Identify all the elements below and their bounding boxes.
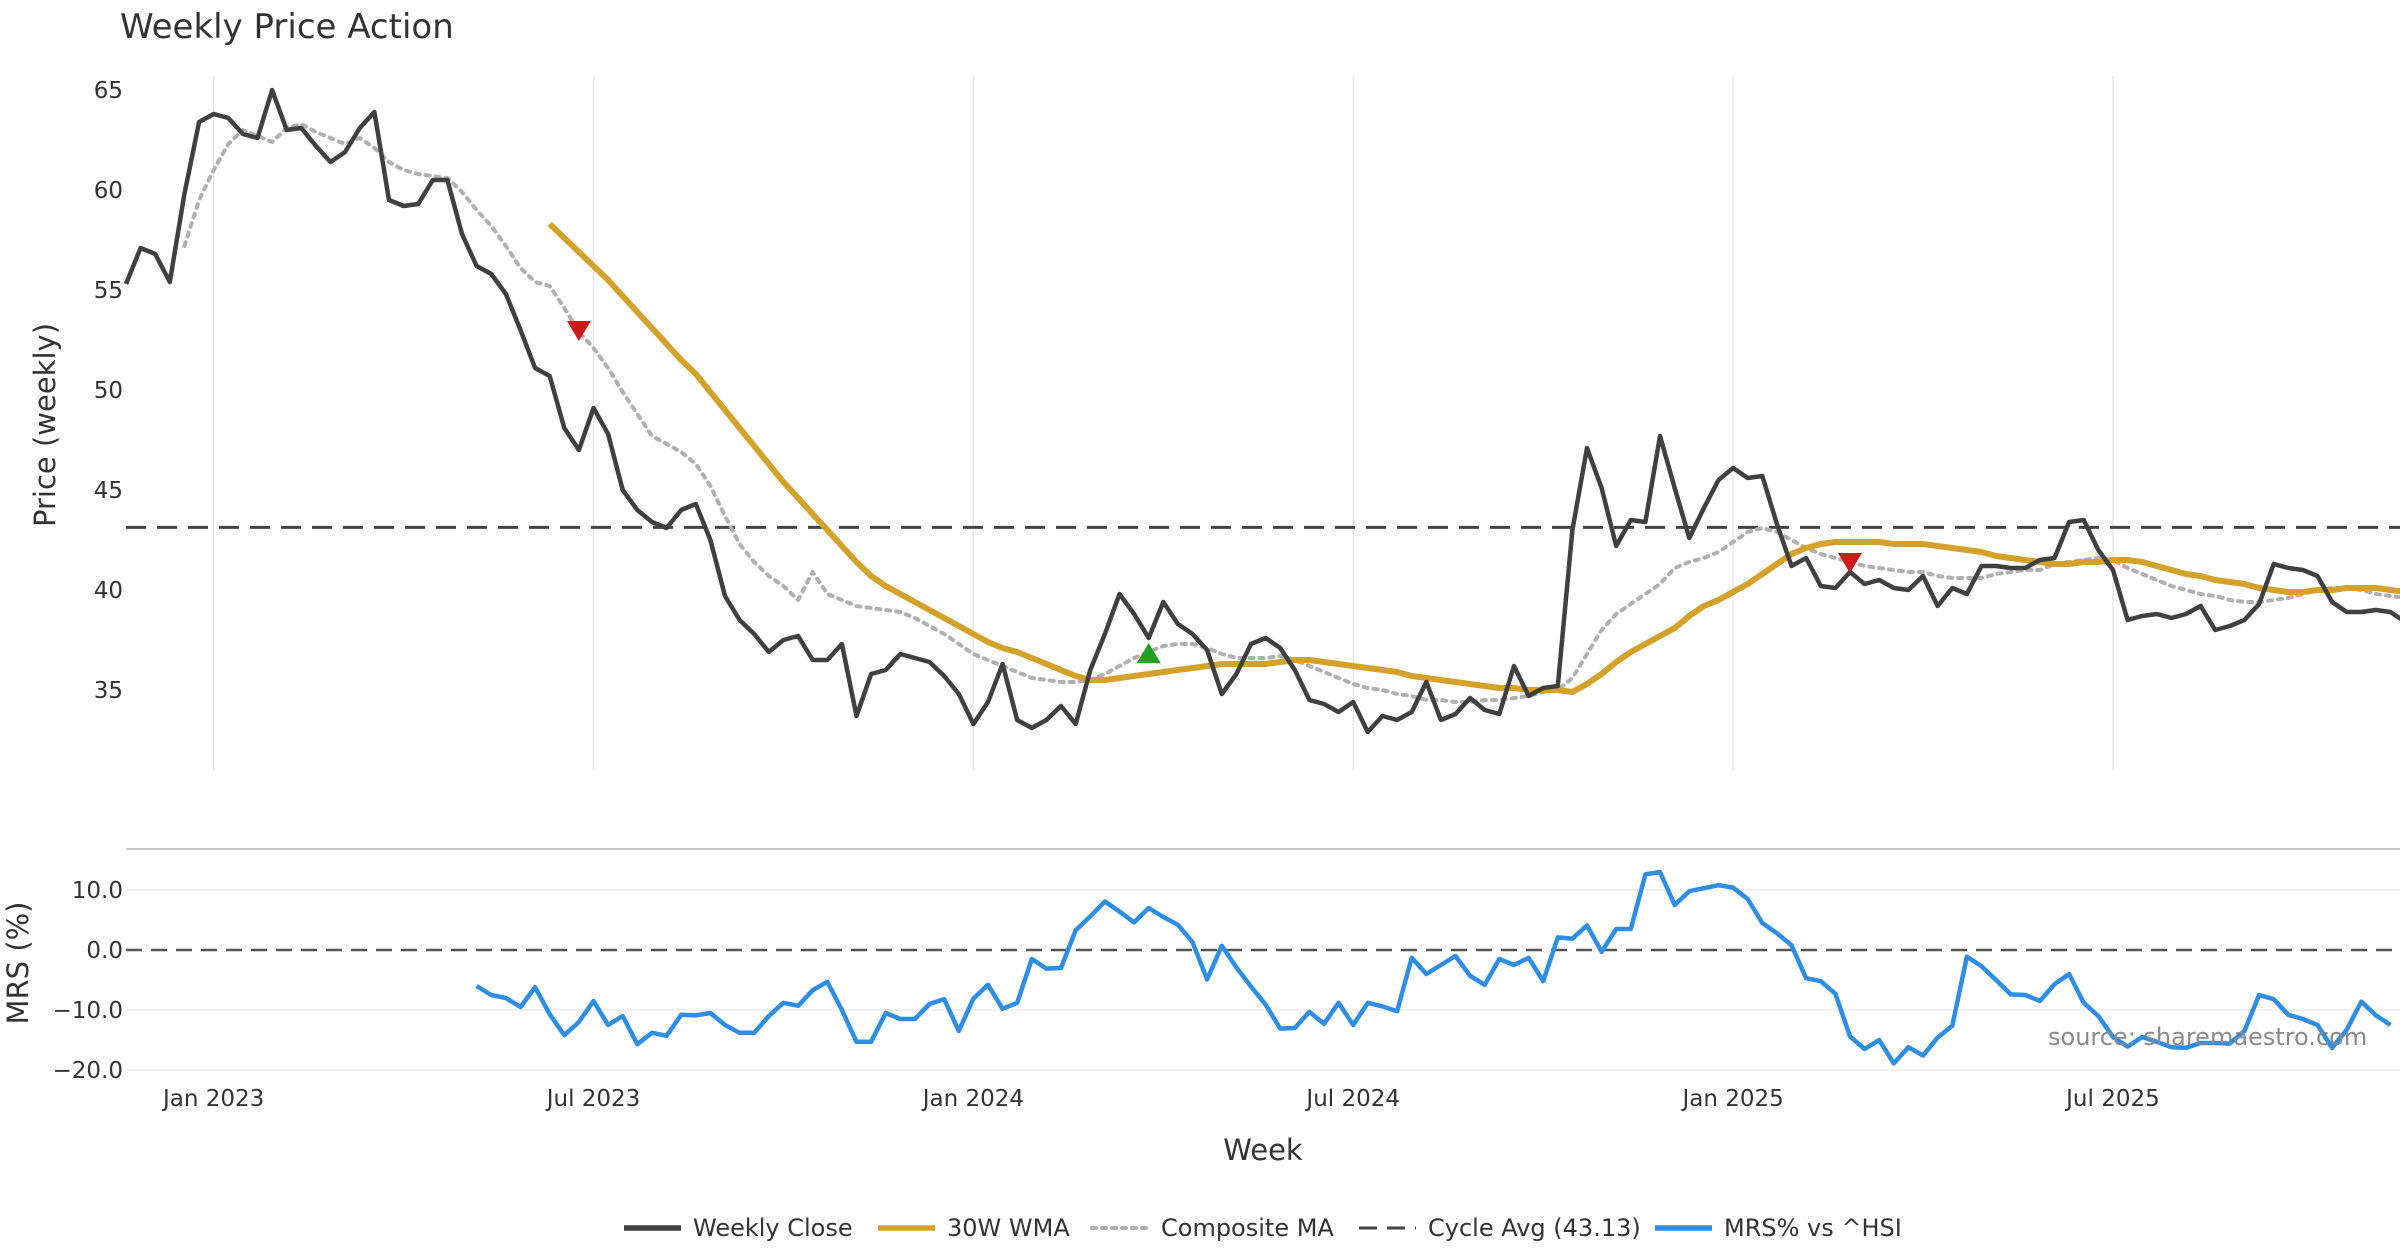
legend-item: MRS% vs ^HSI [1655, 1214, 1902, 1242]
legend-label: 30W WMA [947, 1214, 1070, 1242]
weekly-close-line [123, 87, 2400, 735]
price-y-tick-label: 60 [94, 178, 123, 204]
mrs-line [475, 869, 2392, 1066]
mrs-panel: 10.0 0.0 −10.0 −20.0 MRS (%) source: sharem… [1, 848, 2400, 1084]
price-gridlines [212, 76, 2114, 770]
x-tick-label: Jul 2024 [1304, 1086, 1400, 1112]
legend-label: MRS% vs ^HSI [1724, 1214, 1902, 1242]
price-y-tick-label: 50 [94, 378, 123, 404]
signal-markers [566, 321, 1862, 663]
x-tick-label: Jan 2025 [1680, 1086, 1783, 1112]
price-y-tick-label: 40 [94, 578, 123, 604]
price-y-tick-label: 45 [94, 478, 123, 504]
legend-label: Cycle Avg (43.13) [1428, 1214, 1641, 1242]
legend-item: 30W WMA [878, 1214, 1070, 1242]
legend-label: Weekly Close [693, 1214, 853, 1242]
x-tick-label: Jul 2025 [2064, 1086, 2160, 1112]
legend-label: Composite MA [1161, 1214, 1334, 1242]
sell-signal-marker [1837, 553, 1862, 573]
sell-signal-marker [566, 321, 591, 341]
x-tick-labels: Jan 2023 Jul 2023 Jan 2024 Jul 2024 Jan 2025… [161, 1086, 2160, 1112]
x-tick-label: Jan 2024 [921, 1086, 1024, 1112]
mrs-y-tick-labels: 10.0 0.0 −10.0 −20.0 [53, 878, 123, 1084]
chart-title: Weekly Price Action [120, 7, 454, 47]
x-axis-title: Week [1223, 1133, 1303, 1167]
legend-item: Cycle Avg (43.13) [1359, 1214, 1641, 1242]
mrs-y-tick-label: −10.0 [53, 998, 123, 1024]
x-tick-label: Jul 2023 [545, 1086, 641, 1112]
price-y-tick-label: 55 [94, 278, 123, 304]
price-y-axis-title: Price (weekly) [28, 323, 62, 527]
x-tick-label: Jan 2023 [161, 1086, 264, 1112]
price-y-tick-labels: 35 40 45 50 55 60 65 [94, 78, 123, 704]
price-y-tick-label: 65 [94, 78, 123, 104]
source-note: source: sharemaestro.com [2048, 1023, 2367, 1051]
mrs-gridlines [126, 889, 2400, 1071]
mrs-y-tick-label: 0.0 [86, 938, 123, 964]
mrs-y-axis-title: MRS (%) [1, 902, 35, 1025]
mrs-y-tick-label: 10.0 [72, 878, 123, 904]
legend: Weekly Close 30W WMA Composite MA Cycle Avg… [624, 1214, 1902, 1242]
buy-signal-marker [1136, 643, 1161, 663]
legend-item: Composite MA [1090, 1214, 1334, 1242]
mrs-y-tick-label: −20.0 [53, 1058, 123, 1084]
legend-item: Weekly Close [624, 1214, 853, 1242]
price-y-tick-label: 35 [94, 678, 123, 704]
price-panel: 35 40 45 50 55 60 65 Price (weekly) [28, 76, 2400, 770]
